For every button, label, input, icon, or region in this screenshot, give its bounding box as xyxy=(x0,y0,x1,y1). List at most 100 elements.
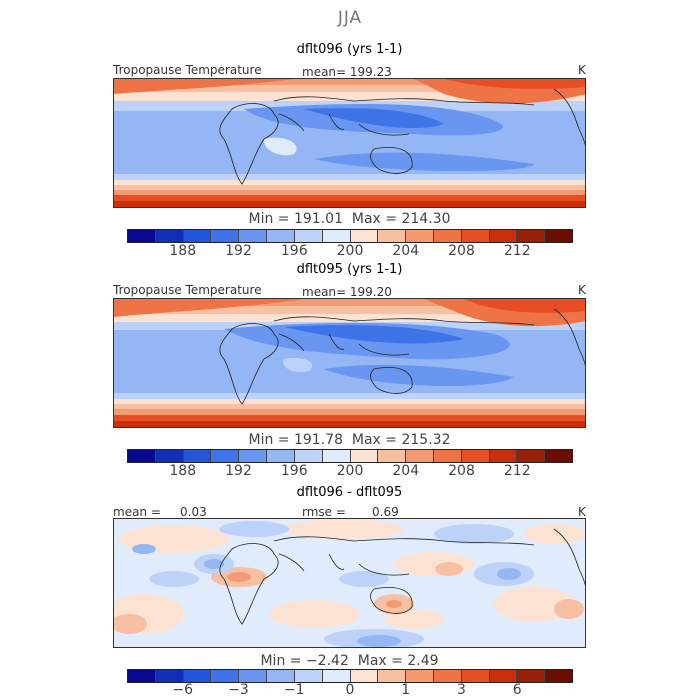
panel-1-colorbar-tick-label: 192 xyxy=(225,243,252,259)
panel-1-colorbar-swatch xyxy=(183,230,212,242)
panel-3-colorbar-swatch xyxy=(406,670,434,682)
panel-2-band-south-6 xyxy=(114,421,585,427)
panel-2-colorbar-tick-label: 204 xyxy=(392,463,420,479)
panel-1-coast-arabia xyxy=(278,113,305,132)
panel-3-colorbar-swatch xyxy=(155,670,184,682)
panel-3-colorbar-swatch xyxy=(461,670,490,682)
panel-1-coast-americas xyxy=(553,88,585,146)
panel-1-colorbar-swatch xyxy=(211,230,240,242)
panel-3-coast-eurasia xyxy=(273,536,535,546)
panel-2-coast-arabia xyxy=(278,333,305,352)
panel-1-colorbar-swatch xyxy=(489,230,518,242)
panel-3-title: dflt096 - dflt095 xyxy=(296,485,403,500)
panel-2-map xyxy=(113,298,586,428)
panel-2-colorbar-swatch xyxy=(517,450,546,462)
panel-2-colorbar-swatch xyxy=(322,450,351,462)
panel-2-cool-band xyxy=(324,364,514,387)
panel-1-colorbar-swatch xyxy=(294,230,323,242)
panel-1-colorbar-swatch xyxy=(545,230,572,242)
panel-2-coast-indonesia xyxy=(358,343,410,356)
panel-3-rmse-label: rmse = xyxy=(302,505,346,519)
panel-3-coast-indonesia xyxy=(358,563,410,576)
panel-3-positive-anomalies xyxy=(114,519,584,634)
panel-3-mean-value: 0.03 xyxy=(180,505,207,519)
panel-3-minmax: Min = −2.42 Max = 2.49 xyxy=(260,653,439,669)
panel-1-colorbar-tick-label: 196 xyxy=(280,243,308,259)
panel-2-band-north-1 xyxy=(114,299,585,306)
panel-1-colorbar-ticks: 188 192 196 200 204 208 212 xyxy=(0,243,700,263)
panel-3-colorbar xyxy=(127,669,573,683)
panel-2-coast-eurasia xyxy=(273,316,535,326)
panel-3-coast-india xyxy=(328,553,345,570)
panel-3-colorbar-swatch xyxy=(350,670,379,682)
panel-2-colorbar-ticks: 188 192 196 200 204 208 212 xyxy=(0,463,700,483)
panel-1-band-south-6 xyxy=(114,201,585,207)
panel-3-coast-africa xyxy=(219,543,279,625)
panel-1-units: K xyxy=(578,63,586,77)
panel-2-min-value: 191.78 xyxy=(293,432,343,448)
panel-2-colorbar-swatch xyxy=(489,450,518,462)
panel-2-colorbar xyxy=(127,449,573,463)
panel-3-colorbar-swatch xyxy=(517,670,546,682)
panel-3-map xyxy=(113,518,586,648)
panel-3-mean-label: mean = xyxy=(113,505,161,519)
panel-1-northwest-warm xyxy=(114,79,294,94)
panel-2-warm-patch xyxy=(283,357,313,373)
panel-1-band-south-3 xyxy=(114,185,585,190)
panel-3-colorbar-swatch xyxy=(211,670,240,682)
panel-3-colorbar-tick-label: 6 xyxy=(512,682,522,698)
panel-1-coast-africa xyxy=(219,103,279,185)
panel-1-colorbar-swatch xyxy=(378,230,407,242)
page-title: JJA xyxy=(337,8,363,28)
panel-2-colorbar-swatch xyxy=(128,450,156,462)
panel-3-negative-strong xyxy=(132,544,521,647)
panel-2-colorbar-swatch xyxy=(267,450,295,462)
panel-1-northeast-hot xyxy=(444,79,585,89)
panel-2-colorbar-swatch xyxy=(294,450,323,462)
panel-1-minmax: Min = 191.01 Max = 214.30 xyxy=(248,211,451,227)
panel-2-units: K xyxy=(578,283,586,297)
panel-3-colorbar-tick-label: −1 xyxy=(283,682,305,698)
panel-1-min-value: 191.01 xyxy=(293,211,343,227)
panel-2-coast-africa xyxy=(219,323,279,405)
panel-1-coast-indonesia xyxy=(358,123,410,136)
panel-1-colorbar-swatch xyxy=(406,230,434,242)
panel-1-min-label: Min xyxy=(248,211,274,227)
panel-2-band-south-1 xyxy=(114,393,585,399)
panel-1-band-north-1 xyxy=(114,79,585,85)
panel-3-min-value: −2.42 xyxy=(305,653,349,669)
panel-3-colorbar-swatch xyxy=(489,670,518,682)
panel-1-max-label: Max xyxy=(351,211,381,227)
panel-2-cold-region xyxy=(224,322,510,360)
panel-2-colorbar-swatch xyxy=(433,450,462,462)
panel-2-colorbar-swatch xyxy=(183,450,212,462)
panel-1-colorbar-tick-label: 208 xyxy=(448,243,475,259)
panel-2-colorbar-tick-label: 192 xyxy=(225,463,252,479)
panel-2-northwest-warm xyxy=(114,299,304,317)
panel-2-coast-australia xyxy=(370,367,413,394)
panel-3-max-value: 2.49 xyxy=(407,653,439,669)
panel-2-band-south-2 xyxy=(114,399,585,404)
panel-2-min-label: Min xyxy=(248,432,274,448)
panel-3-coast-arabia xyxy=(278,553,305,572)
panel-1-cool-band xyxy=(314,152,534,171)
panel-1-band-north-2 xyxy=(114,85,585,92)
panel-2-colorbar-swatch xyxy=(378,450,407,462)
panel-1-colorbar-tick-label: 188 xyxy=(169,243,197,259)
panel-2-colorbar-swatch xyxy=(406,450,434,462)
panel-1-band-south-5 xyxy=(114,195,585,201)
panel-1-coldest-region xyxy=(304,108,444,129)
panel-1-field-label: Tropopause Temperature xyxy=(113,63,262,77)
panel-3-colorbar-swatch xyxy=(294,670,323,682)
panel-3-colorbar-swatch xyxy=(128,670,156,682)
panel-1-colorbar-swatch xyxy=(461,230,490,242)
panel-1-colorbar-swatch xyxy=(239,230,268,242)
panel-2-colorbar-swatch xyxy=(461,450,490,462)
panel-2-band-south-4 xyxy=(114,409,585,415)
panel-3-colorbar-swatch xyxy=(378,670,407,682)
panel-2-colorbar-tick-label: 212 xyxy=(503,463,531,479)
panel-1-colorbar xyxy=(127,229,573,243)
panel-2-colorbar-swatch xyxy=(239,450,268,462)
panel-3-colorbar-tick-label: −3 xyxy=(228,682,249,698)
panel-1-colorbar-swatch xyxy=(433,230,462,242)
